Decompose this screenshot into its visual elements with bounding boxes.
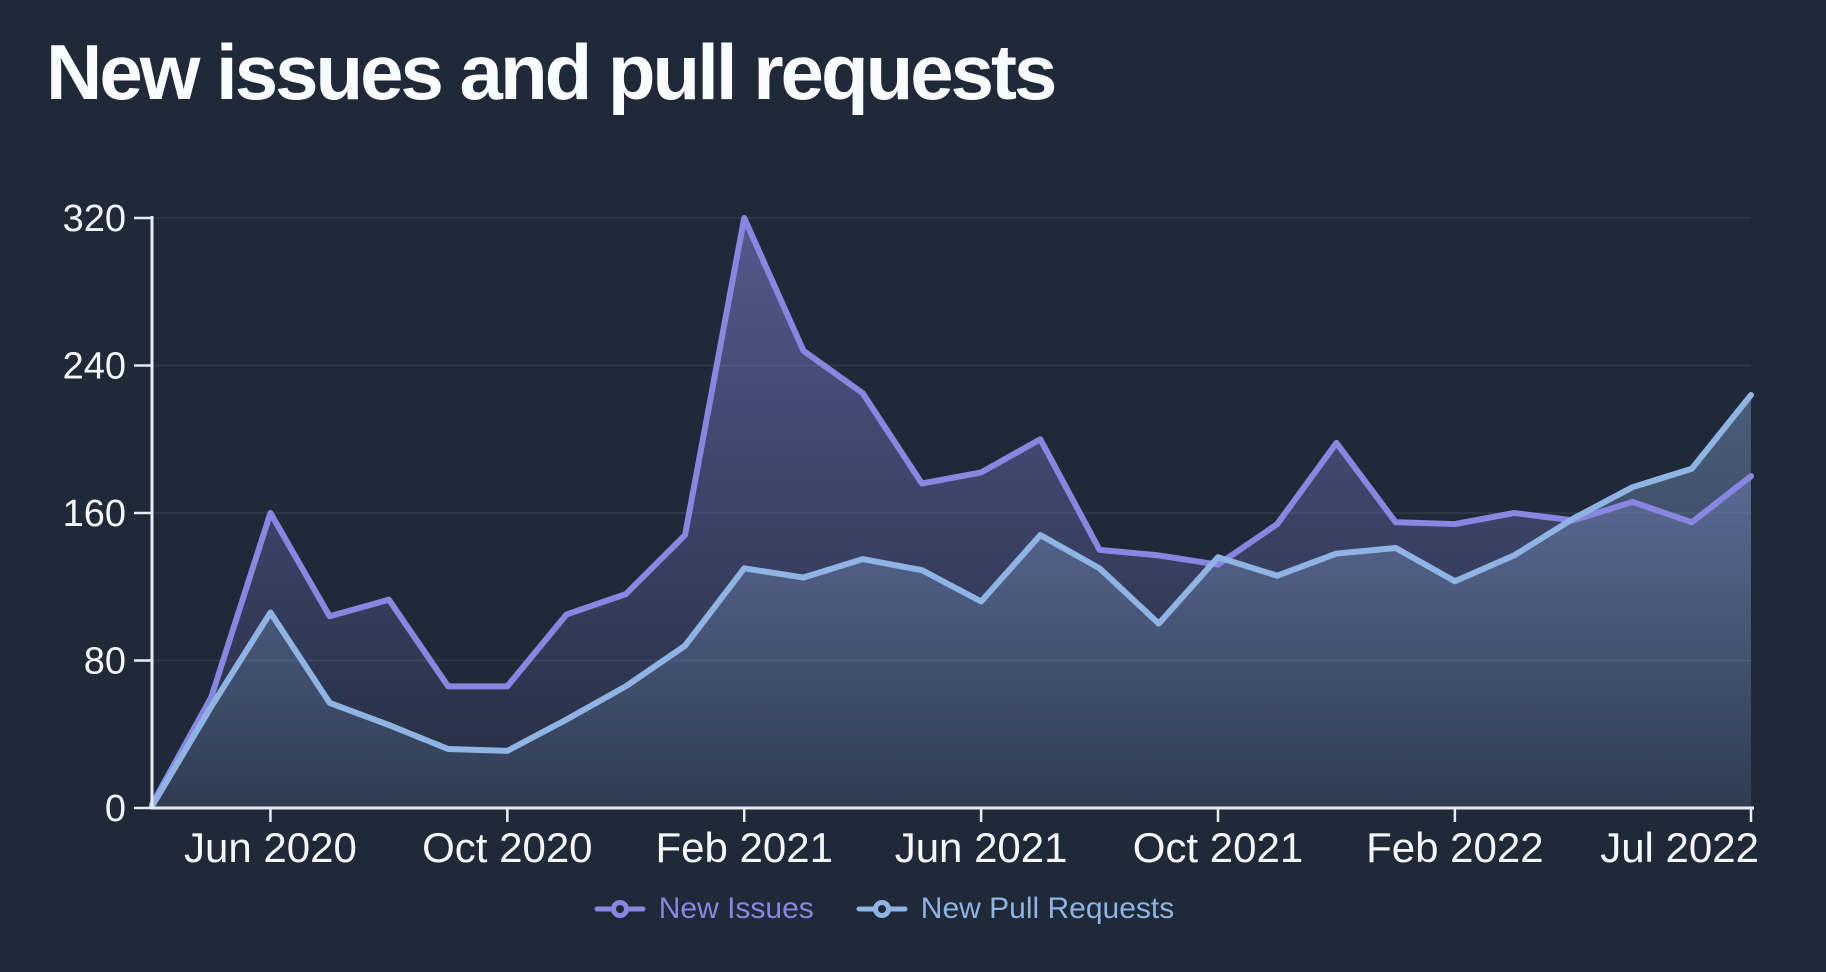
legend-label: New Pull Requests xyxy=(920,892,1175,925)
x-tick-label: Jun 2021 xyxy=(895,824,1068,871)
chart-legend: New Issues New Pull Requests xyxy=(0,892,1768,926)
pull-requests-line xyxy=(149,392,1754,810)
line-marker-icon xyxy=(594,900,646,918)
x-tick-label: Oct 2021 xyxy=(1133,824,1303,871)
pull-requests-area xyxy=(152,395,1751,808)
y-tick-label: 80 xyxy=(84,641,126,683)
y-tick-label: 240 xyxy=(63,346,126,388)
x-tick-label: Feb 2021 xyxy=(655,824,832,871)
legend-item-new-issues: New Issues xyxy=(594,892,814,926)
x-tick-label: Oct 2020 xyxy=(422,824,592,871)
legend-label: New Issues xyxy=(658,892,814,925)
legend-item-new-pull-requests: New Pull Requests xyxy=(856,892,1174,926)
y-tick-label: 0 xyxy=(105,788,126,830)
line-marker-icon xyxy=(856,900,908,918)
page-title: New issues and pull requests xyxy=(46,28,1057,116)
y-tick-label: 160 xyxy=(63,493,126,535)
x-tick-label: Jun 2020 xyxy=(184,824,357,871)
x-tick-label: Feb 2022 xyxy=(1366,824,1543,871)
x-tick-label: Jul 2022 xyxy=(1600,824,1759,871)
y-tick-label: 320 xyxy=(63,198,126,240)
issues-line xyxy=(149,215,1754,808)
